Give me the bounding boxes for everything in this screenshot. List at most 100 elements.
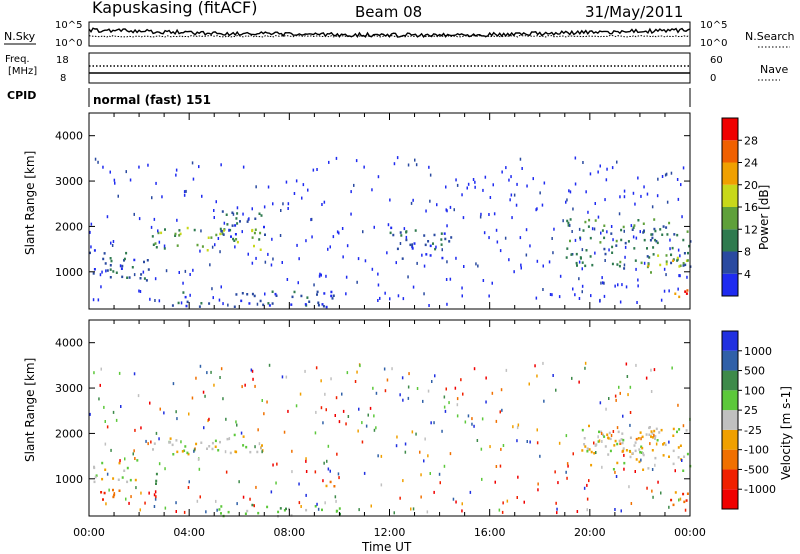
- data-cell: [121, 264, 124, 268]
- scatter-cell: [556, 507, 558, 511]
- scatter-cell: [536, 259, 539, 263]
- data-cell: [396, 247, 399, 251]
- data-cell: [143, 277, 146, 280]
- scatter-cell: [242, 165, 245, 169]
- scatter-cell: [380, 483, 383, 487]
- scatter-cell: [593, 441, 595, 445]
- scatter-cell: [383, 367, 386, 371]
- scatter-cell: [536, 441, 539, 445]
- scatter-cell: [670, 171, 673, 175]
- scatter-cell: [491, 391, 494, 395]
- data-cell: [219, 227, 222, 231]
- data-cell: [652, 253, 655, 256]
- scatter-cell: [491, 281, 493, 285]
- scatter-cell: [108, 488, 110, 492]
- data-cell: [251, 229, 254, 233]
- scatter-cell: [512, 425, 514, 429]
- scatter-cell: [612, 238, 614, 242]
- data-cell: [184, 445, 187, 448]
- scatter-cell: [350, 212, 352, 216]
- scatter-cell: [180, 301, 183, 305]
- data-cell: [242, 435, 245, 438]
- scatter-cell: [665, 273, 667, 277]
- scatter-cell: [428, 165, 430, 169]
- scatter-cell: [651, 205, 654, 209]
- colorbar-frame: [721, 330, 739, 510]
- data-cell: [169, 441, 172, 444]
- scatter-cell: [574, 293, 576, 297]
- data-cell: [599, 241, 602, 244]
- data-cell: [633, 224, 636, 227]
- scatter-cell: [508, 178, 510, 182]
- data-cell: [93, 465, 95, 469]
- scatter-cell: [428, 304, 430, 307]
- scatter-cell: [529, 244, 531, 248]
- scatter-cell: [445, 185, 447, 189]
- data-cell: [271, 290, 274, 293]
- data-cell: [182, 291, 185, 294]
- scatter-cell: [263, 205, 266, 209]
- data-cell: [569, 239, 571, 243]
- scatter-cell: [328, 160, 330, 164]
- data-cell: [405, 230, 408, 233]
- data-cell: [425, 253, 428, 256]
- data-cell: [101, 477, 104, 481]
- scatter-cell: [192, 177, 195, 181]
- scatter-cell: [158, 437, 160, 441]
- scatter-cell: [185, 189, 187, 193]
- scatter-cell: [386, 378, 389, 382]
- scatter-cell: [260, 446, 262, 450]
- data-cell: [651, 436, 654, 439]
- scatter-cell: [467, 182, 470, 186]
- scatter-cell: [205, 510, 207, 514]
- data-cell: [322, 305, 325, 308]
- scatter-cell: [402, 297, 405, 301]
- scatter-cell: [139, 290, 142, 293]
- data-cell: [218, 508, 221, 511]
- scatter-cell: [242, 495, 245, 499]
- data-cell: [678, 295, 681, 299]
- data-cell: [304, 303, 307, 306]
- data-cell: [290, 303, 293, 306]
- scatter-cell: [626, 375, 629, 378]
- scatter-cell: [495, 419, 498, 423]
- data-cell: [643, 229, 645, 232]
- scatter-cell: [653, 433, 655, 437]
- scatter-cell: [248, 217, 250, 221]
- data-cell: [239, 220, 241, 223]
- scatter-cell: [110, 241, 112, 245]
- data-cell: [100, 491, 103, 494]
- data-cell: [677, 446, 680, 449]
- scatter-cell: [443, 405, 446, 409]
- data-cell: [589, 255, 592, 258]
- scatter-cell: [623, 189, 626, 193]
- data-cell: [155, 479, 158, 483]
- data-cell: [607, 437, 610, 440]
- scatter-cell: [338, 231, 340, 235]
- data-cell: [653, 227, 656, 231]
- scatter-cell: [403, 227, 406, 231]
- scatter-cell: [657, 480, 659, 484]
- scatter-cell: [305, 459, 307, 463]
- scatter-cell: [327, 467, 330, 471]
- scatter-cell: [682, 166, 685, 170]
- scatter-cell: [118, 371, 121, 375]
- data-cell: [178, 234, 181, 237]
- scatter-cell: [604, 259, 606, 262]
- data-cell: [120, 267, 123, 270]
- scatter-cell: [623, 453, 625, 457]
- data-cell: [685, 292, 688, 295]
- scatter-cell: [663, 289, 666, 293]
- scatter-cell: [419, 450, 421, 454]
- scatter-cell: [367, 413, 369, 417]
- scatter-cell: [244, 383, 246, 387]
- scatter-cell: [315, 366, 318, 370]
- scatter-cell: [338, 476, 340, 480]
- scatter-cell: [144, 501, 146, 505]
- scatter-cell: [627, 393, 629, 397]
- scatter-cell: [474, 185, 476, 189]
- data-cell: [262, 303, 265, 307]
- scatter-cell: [536, 428, 538, 432]
- data-cell: [211, 441, 214, 445]
- data-cell: [685, 499, 688, 502]
